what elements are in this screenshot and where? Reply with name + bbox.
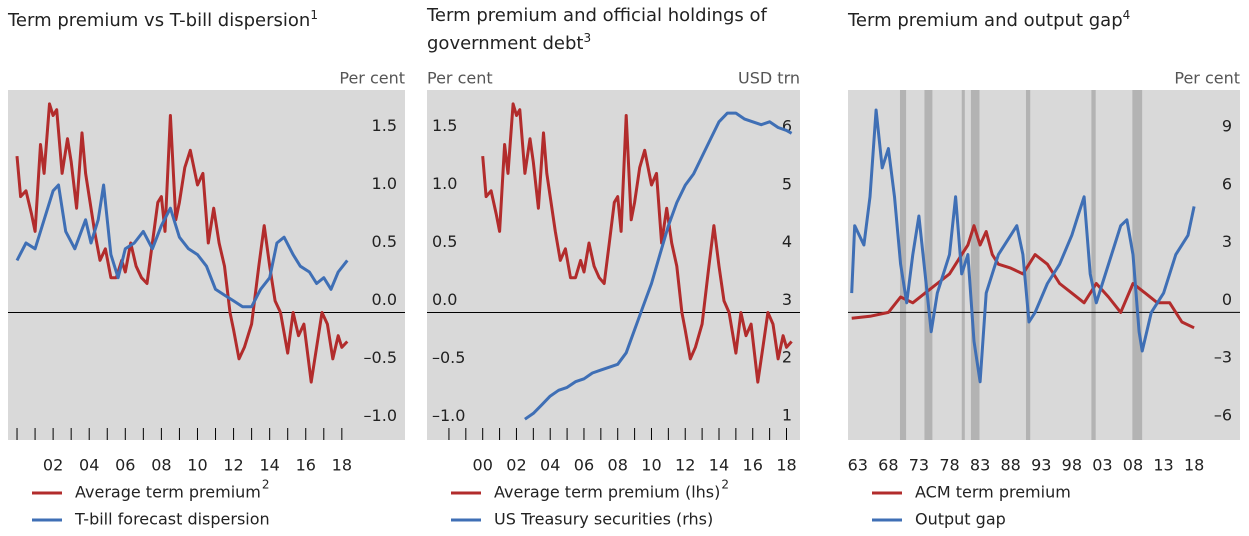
- y-tick-label: –6: [1214, 406, 1232, 425]
- x-tick-label: 13: [1153, 456, 1173, 475]
- y-unit: Per cent: [339, 69, 405, 88]
- recession-band: [924, 90, 933, 440]
- y-tick-label: 1.5: [432, 116, 457, 135]
- panel-title: Term premium and output gap4: [848, 4, 1243, 32]
- y2-tick-label: 5: [782, 174, 792, 193]
- y2-tick-label: 4: [782, 232, 792, 251]
- legend-label: ACM term premium: [915, 483, 1071, 502]
- x-tick-label: 08: [1123, 456, 1143, 475]
- x-tick-label: 18: [1184, 456, 1204, 475]
- series-line: [15, 183, 349, 309]
- title-footnote: 3: [583, 31, 592, 45]
- legend-footnote: 2: [262, 478, 270, 492]
- x-tick-label: 08: [608, 456, 628, 475]
- x-tick-label: 78: [939, 456, 959, 475]
- title-text: Term premium and official holdings of go…: [427, 5, 767, 54]
- y-tick-label: 9: [1222, 116, 1232, 135]
- x-tick-label: 04: [540, 456, 560, 475]
- x-tick-label: 14: [709, 456, 729, 475]
- x-tick-label: 68: [878, 456, 898, 475]
- x-tick-label: 18: [332, 456, 352, 475]
- series-line: [481, 102, 793, 384]
- x-tick-label: 18: [776, 456, 796, 475]
- x-tick-label: 63: [848, 456, 868, 475]
- x-tick-label: 16: [743, 456, 763, 475]
- title-text: Term premium and output gap: [848, 10, 1123, 31]
- panel-title: Term premium and official holdings of go…: [427, 4, 807, 55]
- y-tick-label: 0.0: [372, 290, 397, 309]
- x-tick-label: 03: [1092, 456, 1112, 475]
- y-tick-label: 0.5: [432, 232, 457, 251]
- y2-tick-label: 2: [782, 348, 792, 367]
- x-tick-label: 98: [1062, 456, 1082, 475]
- legend-label: Average term premium (lhs): [494, 483, 720, 502]
- x-tick-label: 08: [151, 456, 171, 475]
- plot-area: [427, 90, 800, 440]
- y-tick-label: –1.0: [364, 406, 397, 425]
- y-unit: Per cent: [427, 69, 493, 88]
- plot-area: [848, 90, 1240, 440]
- y-tick-label: 0: [1222, 290, 1232, 309]
- x-tick-label: 14: [259, 456, 279, 475]
- y-tick-label: 1.0: [432, 174, 457, 193]
- x-tick-label: 16: [296, 456, 316, 475]
- legend-label: Average term premium: [75, 483, 261, 502]
- title-footnote: 1: [310, 8, 318, 22]
- x-tick-label: 73: [909, 456, 929, 475]
- y-unit: Per cent: [1174, 69, 1240, 88]
- y2-tick-label: 3: [782, 290, 792, 309]
- recession-band: [899, 90, 907, 440]
- y-tick-label: 3: [1222, 232, 1232, 251]
- y-tick-label: 1.0: [372, 174, 397, 193]
- x-tick-label: 02: [506, 456, 526, 475]
- series-line: [15, 102, 349, 384]
- y-tick-label: 0.0: [432, 290, 457, 309]
- y-tick-label: 1.5: [372, 116, 397, 135]
- legend-label: US Treasury securities (rhs): [494, 510, 713, 529]
- x-tick-label: 83: [970, 456, 990, 475]
- x-tick-label: 10: [641, 456, 661, 475]
- x-tick-label: 02: [43, 456, 63, 475]
- panel-title: Term premium vs T-bill dispersion1: [8, 4, 408, 32]
- title-text: Term premium vs T-bill dispersion: [8, 10, 311, 31]
- recession-band: [1132, 90, 1143, 440]
- y2-tick-label: 1: [782, 405, 792, 424]
- y2-tick-label: 6: [782, 117, 792, 136]
- y-tick-label: –1.0: [432, 406, 465, 425]
- legend-footnote: 2: [721, 478, 729, 492]
- x-tick-label: 88: [1000, 456, 1020, 475]
- recession-band: [970, 90, 980, 440]
- y-tick-label: –3: [1214, 348, 1232, 367]
- x-tick-label: 06: [574, 456, 594, 475]
- y-tick-label: –0.5: [432, 348, 465, 367]
- y-tick-label: 0.5: [372, 232, 397, 251]
- x-tick-label: 12: [223, 456, 243, 475]
- series-line: [524, 111, 793, 421]
- x-tick-label: 04: [79, 456, 99, 475]
- x-tick-label: 00: [473, 456, 493, 475]
- x-tick-label: 10: [187, 456, 207, 475]
- legend-label: Output gap: [915, 510, 1006, 529]
- y-tick-label: 6: [1222, 174, 1232, 193]
- y2-unit: USD trn: [738, 69, 800, 88]
- title-footnote: 4: [1122, 8, 1131, 22]
- y-tick-label: –0.5: [364, 348, 397, 367]
- series-line: [850, 108, 1196, 384]
- x-tick-label: 06: [115, 456, 135, 475]
- recession-band: [1091, 90, 1096, 440]
- series-line: [851, 224, 1195, 330]
- x-tick-label: 12: [675, 456, 695, 475]
- legend-label: T-bill forecast dispersion: [74, 510, 270, 529]
- x-tick-label: 93: [1031, 456, 1051, 475]
